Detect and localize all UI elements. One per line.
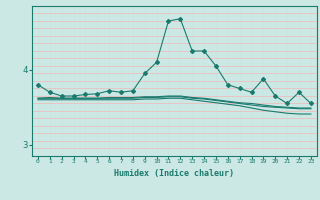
X-axis label: Humidex (Indice chaleur): Humidex (Indice chaleur) [115, 169, 234, 178]
